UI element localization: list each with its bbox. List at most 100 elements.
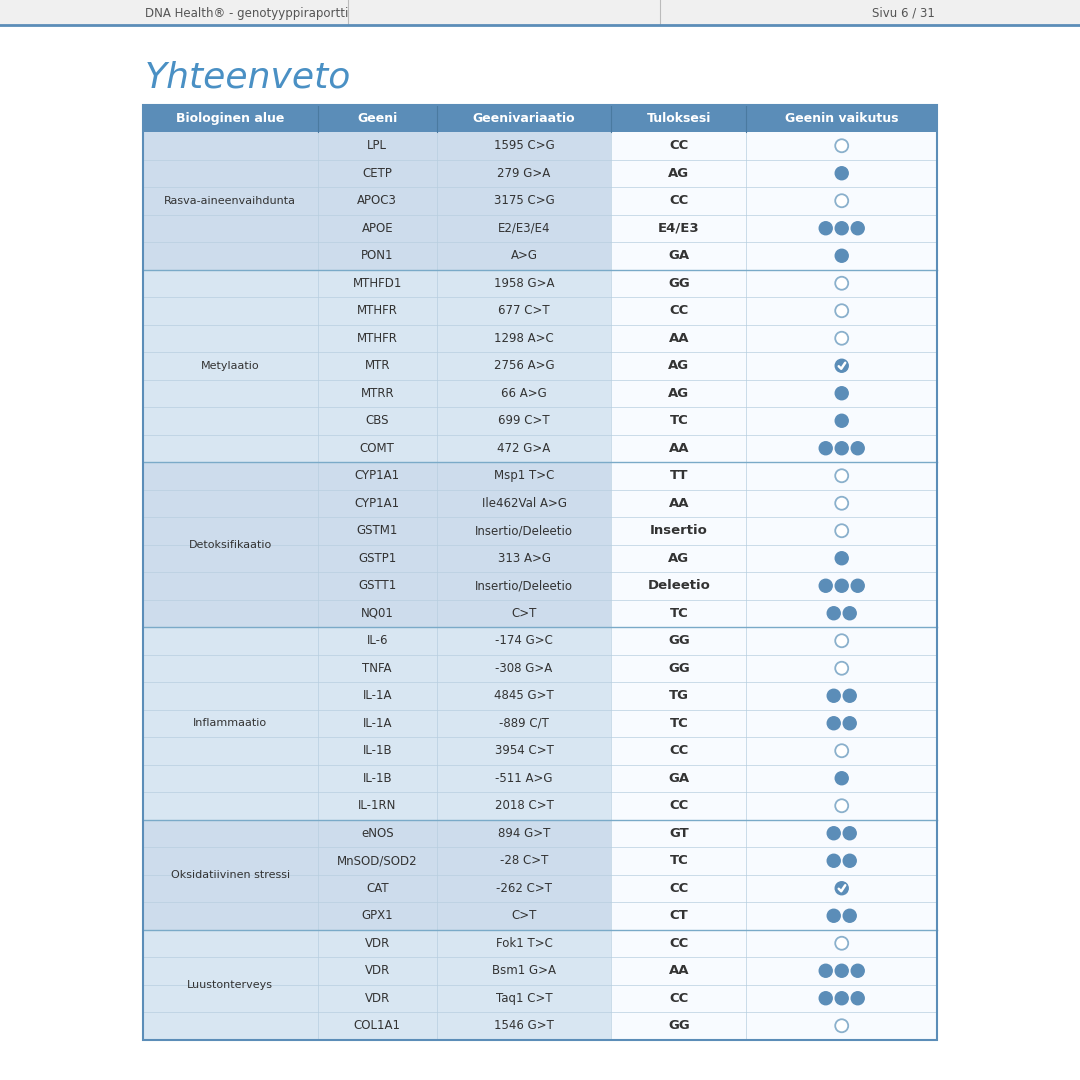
Text: 2018 C>T: 2018 C>T xyxy=(495,799,554,812)
Bar xyxy=(746,710,937,737)
Text: IL-1B: IL-1B xyxy=(363,772,392,785)
Bar xyxy=(611,599,746,627)
Text: CBS: CBS xyxy=(365,415,389,428)
Circle shape xyxy=(851,579,864,592)
Bar xyxy=(143,407,937,434)
Bar xyxy=(611,957,746,985)
Text: AG: AG xyxy=(669,552,689,565)
Text: TT: TT xyxy=(670,469,688,483)
Bar xyxy=(746,681,937,710)
Bar xyxy=(611,681,746,710)
Text: AA: AA xyxy=(669,332,689,345)
Bar xyxy=(746,215,937,242)
Bar xyxy=(746,324,937,352)
Circle shape xyxy=(835,1020,848,1032)
Text: 3954 C>T: 3954 C>T xyxy=(495,744,554,757)
Bar xyxy=(746,627,937,654)
Text: Tuloksesi: Tuloksesi xyxy=(647,112,711,125)
Bar xyxy=(611,1012,746,1039)
Bar xyxy=(143,160,937,187)
Text: Ile462Val A>G: Ile462Val A>G xyxy=(482,497,567,510)
Bar xyxy=(611,985,746,1012)
Circle shape xyxy=(835,579,848,592)
Circle shape xyxy=(835,305,848,318)
Text: 279 G>A: 279 G>A xyxy=(498,166,551,179)
Bar xyxy=(611,710,746,737)
Bar xyxy=(143,215,937,242)
Bar xyxy=(611,765,746,792)
Text: CYP1A1: CYP1A1 xyxy=(354,497,400,510)
Text: MTHFR: MTHFR xyxy=(356,305,397,318)
Circle shape xyxy=(827,607,840,620)
Text: IL-6: IL-6 xyxy=(366,634,388,647)
Text: MTR: MTR xyxy=(364,360,390,373)
Bar xyxy=(611,242,746,270)
Bar xyxy=(746,875,937,902)
Text: 4845 G>T: 4845 G>T xyxy=(495,689,554,702)
Text: 1298 A>C: 1298 A>C xyxy=(495,332,554,345)
Circle shape xyxy=(835,799,848,812)
Bar xyxy=(143,434,937,462)
Circle shape xyxy=(835,964,848,977)
Bar xyxy=(611,544,746,572)
Circle shape xyxy=(851,964,864,977)
Circle shape xyxy=(827,689,840,702)
Bar xyxy=(611,324,746,352)
Bar xyxy=(143,324,937,352)
Text: PON1: PON1 xyxy=(361,249,393,262)
Bar xyxy=(611,462,746,489)
Text: Yhteenveto: Yhteenveto xyxy=(145,60,351,94)
Text: 472 G>A: 472 G>A xyxy=(498,442,551,455)
Text: 1595 C>G: 1595 C>G xyxy=(494,139,554,152)
Text: APOE: APOE xyxy=(362,221,393,234)
Text: DNA Health® - genotyyppiraportti: DNA Health® - genotyyppiraportti xyxy=(145,6,349,19)
Bar xyxy=(611,737,746,765)
Text: CC: CC xyxy=(670,305,689,318)
Bar xyxy=(143,462,937,489)
Text: TC: TC xyxy=(670,607,688,620)
Text: TC: TC xyxy=(670,854,688,867)
Text: 66 A>G: 66 A>G xyxy=(501,387,546,400)
Text: Sivu 6 / 31: Sivu 6 / 31 xyxy=(873,6,935,19)
Text: NQ01: NQ01 xyxy=(361,607,394,620)
Bar xyxy=(746,132,937,160)
Text: CC: CC xyxy=(670,194,689,207)
Bar xyxy=(143,105,937,132)
Bar xyxy=(611,875,746,902)
Bar xyxy=(143,820,937,847)
Circle shape xyxy=(835,497,848,510)
Bar xyxy=(143,1012,937,1039)
Text: -889 C/T: -889 C/T xyxy=(499,717,549,730)
Text: CT: CT xyxy=(670,909,688,922)
Circle shape xyxy=(851,991,864,1004)
Text: AA: AA xyxy=(669,964,689,977)
Text: 894 G>T: 894 G>T xyxy=(498,827,551,840)
Circle shape xyxy=(843,827,856,840)
Circle shape xyxy=(835,139,848,152)
Text: GG: GG xyxy=(669,276,690,289)
Bar xyxy=(746,572,937,599)
Bar xyxy=(0,0,1080,25)
Text: TG: TG xyxy=(669,689,689,702)
Text: -28 C>T: -28 C>T xyxy=(500,854,549,867)
Text: 2756 A>G: 2756 A>G xyxy=(494,360,554,373)
Text: Bsm1 G>A: Bsm1 G>A xyxy=(492,964,556,977)
Circle shape xyxy=(835,524,848,537)
Text: AG: AG xyxy=(669,166,689,179)
Circle shape xyxy=(827,909,840,922)
Text: GA: GA xyxy=(669,772,689,785)
Bar xyxy=(611,407,746,434)
Text: Inflammaatio: Inflammaatio xyxy=(193,718,268,728)
Circle shape xyxy=(843,717,856,730)
Text: CYP1A1: CYP1A1 xyxy=(354,469,400,483)
Circle shape xyxy=(835,772,848,785)
Text: 313 A>G: 313 A>G xyxy=(498,552,551,565)
Bar xyxy=(143,847,937,875)
Text: Geenin vaikutus: Geenin vaikutus xyxy=(785,112,899,125)
Bar xyxy=(143,681,937,710)
Text: Deleetio: Deleetio xyxy=(648,579,711,592)
Circle shape xyxy=(835,221,848,234)
Bar xyxy=(746,544,937,572)
Bar xyxy=(143,737,937,765)
Text: MTRR: MTRR xyxy=(361,387,394,400)
